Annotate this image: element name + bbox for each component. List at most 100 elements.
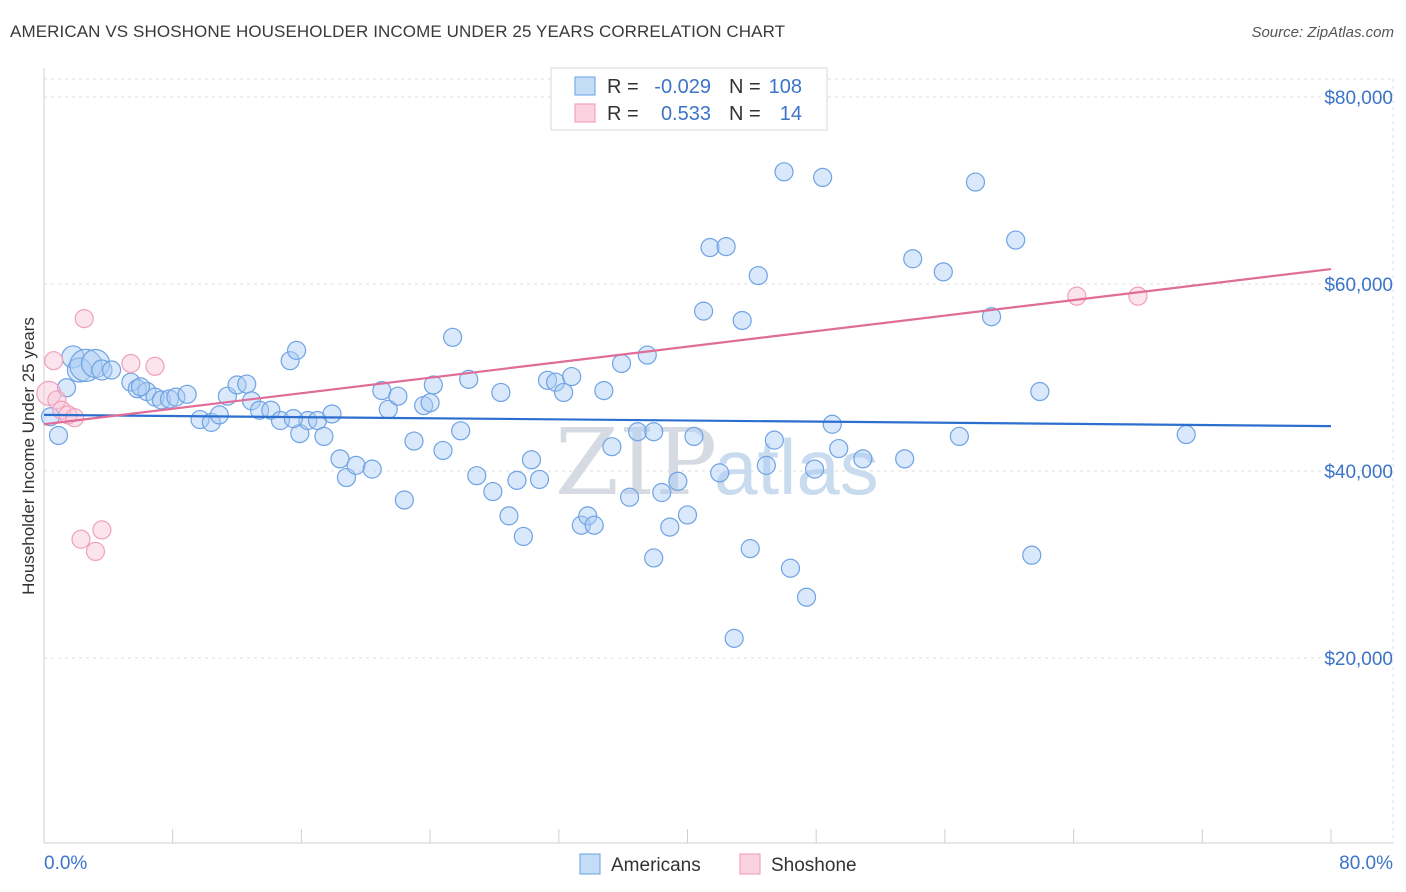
- americans-point-1: [48, 425, 69, 446]
- shoshone-point-8: [85, 541, 106, 562]
- americans-point-78: [710, 463, 730, 483]
- americans-point-72: [660, 517, 680, 537]
- americans-point-68: [628, 422, 648, 442]
- bottom-legend-shoshone: Shoshone: [771, 855, 857, 876]
- legend-box: R = -0.029 N = 108 R = 0.533 N = 14: [550, 67, 828, 131]
- americans-point-100: [1006, 230, 1026, 250]
- shoshone-trend-line: [43, 267, 1332, 426]
- americans-point-34: [330, 449, 350, 469]
- shoshone-point-1: [44, 351, 64, 371]
- americans-point-28: [286, 340, 307, 360]
- legend-swatch-americans: [574, 76, 596, 96]
- americans-point-89: [804, 459, 825, 479]
- americans-point-49: [467, 466, 487, 486]
- legend-r-value-2: 0.533: [661, 103, 711, 125]
- americans-point-16: [177, 384, 197, 404]
- americans-point-46: [443, 327, 463, 347]
- source-label: Source: ZipAtlas.com: [1251, 24, 1394, 41]
- americans-points: [40, 162, 1196, 648]
- americans-point-91: [822, 414, 842, 434]
- shoshone-points: [36, 286, 1148, 562]
- americans-point-37: [362, 459, 382, 479]
- americans-point-75: [684, 426, 704, 447]
- americans-point-104: [130, 377, 151, 397]
- legend-r-label-1: R =: [607, 76, 639, 98]
- y-tick-label-2: $60,000: [1324, 275, 1393, 296]
- shoshone-point-11: [145, 356, 165, 376]
- legend-r-value-1: -0.029: [654, 76, 711, 98]
- americans-point-86: [774, 162, 794, 182]
- americans-point-95: [903, 249, 923, 269]
- legend-r-label-2: R =: [607, 103, 639, 125]
- americans-point-102: [1030, 381, 1050, 402]
- americans-point-8: [101, 360, 122, 380]
- y-tick-label-0: $20,000: [1324, 649, 1393, 670]
- americans-point-73: [668, 471, 688, 491]
- watermark-zip: ZIP: [555, 409, 717, 516]
- legend-swatch-shoshone: [574, 103, 596, 123]
- americans-point-50: [483, 481, 503, 502]
- x-tick-label-1: 80.0%: [1339, 853, 1393, 874]
- americans-point-41: [394, 490, 414, 510]
- americans-point-66: [611, 353, 632, 374]
- americans-point-103: [1176, 424, 1196, 445]
- americans-point-79: [716, 237, 736, 257]
- americans-point-87: [780, 558, 801, 578]
- americans-point-27: [280, 351, 300, 371]
- legend-n-value-1: 108: [769, 76, 802, 98]
- americans-point-101: [1022, 545, 1042, 565]
- bottom-legend-americans: Americans: [611, 855, 701, 876]
- americans-point-19: [209, 405, 229, 425]
- shoshone-point-13: [1128, 286, 1148, 306]
- americans-point-94: [895, 449, 915, 469]
- watermark-atlas: atlas: [714, 423, 879, 511]
- americans-point-70: [644, 548, 664, 568]
- y-tick-labels: $20,000 $40,000 $60,000 $80,000: [1324, 88, 1393, 670]
- americans-point-62: [578, 506, 598, 526]
- americans-point-14: [159, 389, 180, 409]
- americans-point-88: [796, 587, 817, 607]
- legend-n-value-2: 14: [780, 103, 802, 125]
- americans-point-25: [261, 400, 281, 420]
- shoshone-point-7: [71, 529, 91, 549]
- y-tick-label-3: $80,000: [1324, 88, 1393, 109]
- shoshone-point-9: [92, 520, 112, 540]
- americans-point-105: [283, 409, 303, 429]
- americans-point-82: [740, 539, 760, 559]
- americans-point-84: [756, 455, 776, 475]
- shoshone-point-2: [47, 390, 67, 410]
- americans-point-67: [619, 487, 640, 507]
- americans-point-51: [491, 382, 511, 403]
- americans-point-17: [190, 409, 210, 430]
- shoshone-point-6: [74, 308, 94, 329]
- americans-point-18: [201, 412, 221, 432]
- americans-point-30: [298, 410, 318, 431]
- americans-point-92: [829, 438, 849, 459]
- americans-point-106: [420, 393, 440, 413]
- americans-point-90: [813, 167, 833, 188]
- trend-lines: [43, 267, 1332, 428]
- legend-n-label-1: N =: [729, 76, 761, 98]
- americans-point-45: [433, 440, 453, 461]
- americans-point-83: [748, 265, 768, 286]
- americans-point-52: [499, 506, 519, 526]
- shoshone-point-5: [64, 408, 85, 428]
- americans-point-47: [451, 421, 471, 441]
- legend-n-label-2: N =: [729, 103, 761, 125]
- americans-point-15: [166, 387, 186, 407]
- americans-point-69: [637, 345, 657, 365]
- americans-point-42: [404, 431, 424, 451]
- bottom-legend: Americans Shoshone: [579, 853, 857, 876]
- americans-point-24: [249, 400, 270, 420]
- x-tick-label-0: 0.0%: [44, 853, 87, 874]
- americans-point-96: [933, 262, 953, 282]
- americans-point-60: [562, 366, 582, 387]
- watermark: ZIP atlas: [555, 409, 879, 516]
- americans-point-48: [459, 369, 479, 389]
- americans-point-54: [513, 526, 534, 547]
- x-tick-labels: 0.0% 80.0%: [44, 853, 1393, 874]
- americans-point-59: [554, 382, 574, 403]
- americans-point-13: [151, 390, 172, 410]
- americans-point-5: [69, 348, 103, 382]
